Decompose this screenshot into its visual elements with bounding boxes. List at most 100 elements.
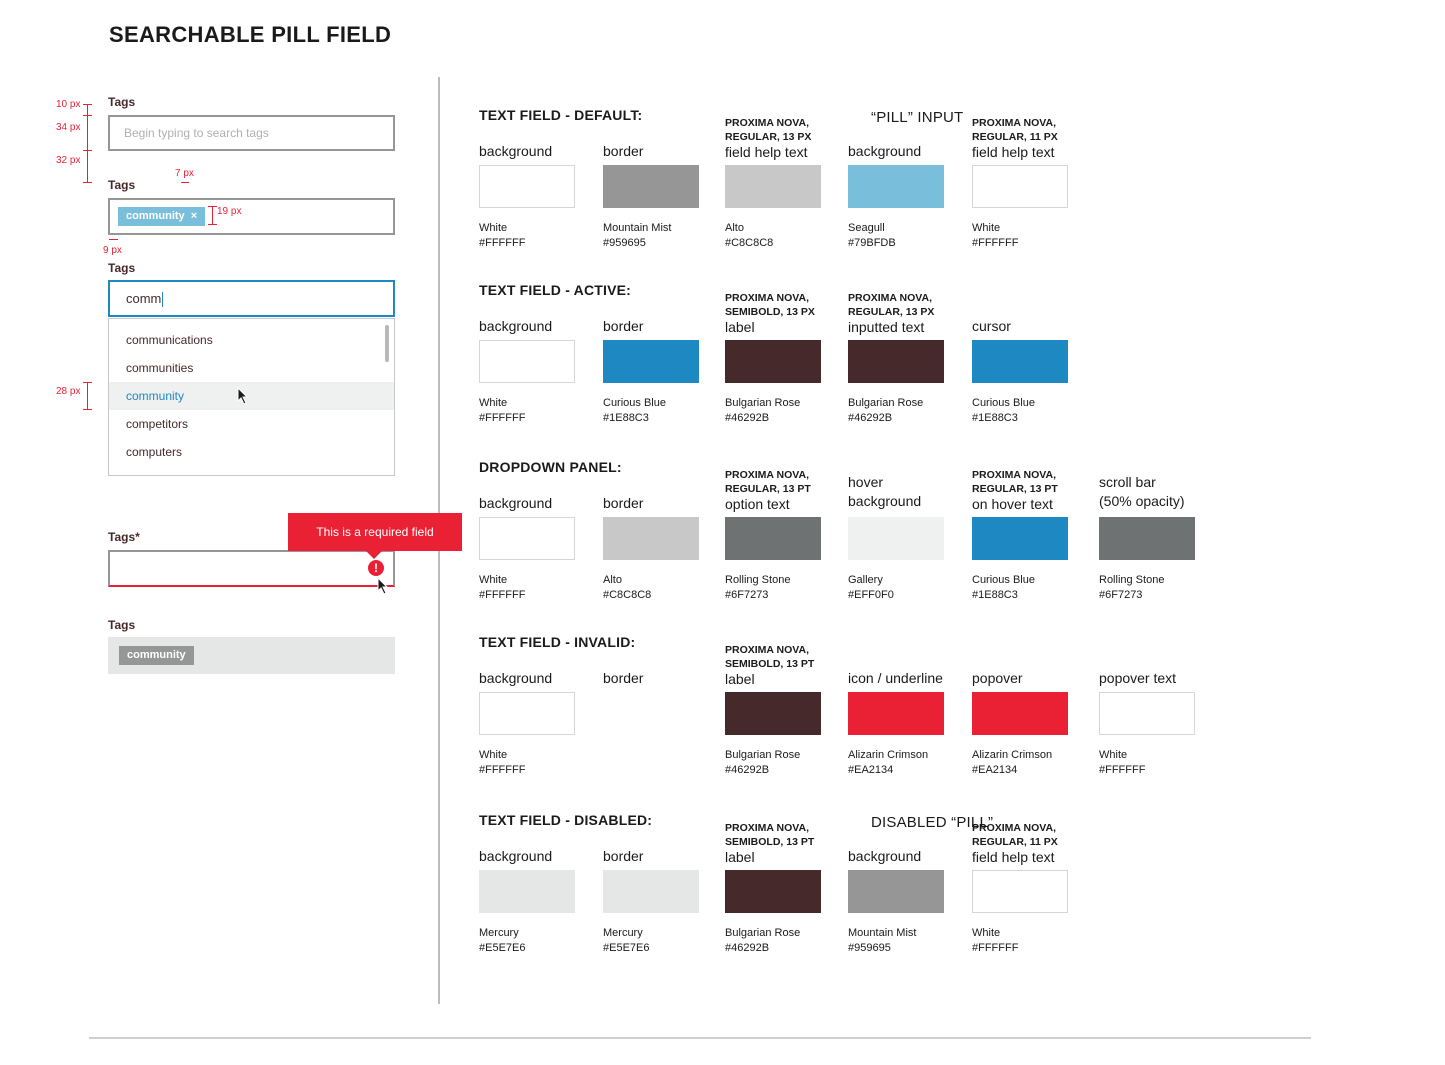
color-swatch bbox=[725, 870, 821, 913]
tags-input-invalid[interactable]: ! bbox=[108, 550, 395, 587]
swatch-caption: border bbox=[603, 670, 644, 686]
measure-28px: 28 px bbox=[56, 386, 81, 397]
color-name: White bbox=[1099, 749, 1128, 761]
color-name: Bulgarian Rose bbox=[725, 749, 801, 761]
measure-tick bbox=[208, 224, 217, 225]
swatch-caption: background bbox=[479, 495, 553, 511]
color-swatch bbox=[1099, 692, 1195, 735]
dropdown-option[interactable]: competitors bbox=[126, 417, 189, 431]
swatch-caption: cursor bbox=[972, 318, 1011, 334]
color-hex: #FFFFFF bbox=[972, 237, 1019, 249]
color-swatch bbox=[479, 517, 575, 560]
color-hex: #FFFFFF bbox=[479, 412, 526, 424]
color-name: Alto bbox=[725, 222, 744, 234]
typed-text: comm bbox=[126, 291, 162, 306]
swatch-caption: popover bbox=[972, 670, 1023, 686]
dropdown-option[interactable]: communications bbox=[126, 333, 213, 347]
font-spec: PROXIMA NOVA, REGULAR, 11 PX bbox=[972, 117, 1058, 143]
dropdown-option[interactable]: computers bbox=[126, 445, 183, 459]
field-label-pill: Tags bbox=[108, 178, 136, 192]
color-swatch bbox=[725, 692, 821, 735]
font-spec: PROXIMA NOVA, REGULAR, 11 PX bbox=[972, 822, 1058, 848]
measure-tick bbox=[208, 206, 217, 207]
swatch-caption: background bbox=[479, 848, 553, 864]
measure-7px: 7 px bbox=[175, 168, 194, 179]
swatch-caption: background bbox=[848, 143, 922, 159]
swatch-caption: label bbox=[725, 319, 755, 335]
color-hex: #46292B bbox=[848, 412, 893, 424]
color-swatch bbox=[603, 165, 699, 208]
color-hex: #6F7273 bbox=[725, 589, 769, 601]
color-swatch bbox=[725, 517, 821, 560]
color-hex: #46292B bbox=[725, 412, 770, 424]
color-name: Curious Blue bbox=[603, 397, 666, 409]
tags-input-default[interactable]: Begin typing to search tags bbox=[108, 115, 395, 151]
swatch-caption: popover text bbox=[1099, 670, 1177, 686]
measure-19px: 19 px bbox=[217, 206, 242, 217]
color-name: Alizarin Crimson bbox=[848, 749, 929, 761]
color-name: White bbox=[972, 222, 1001, 234]
swatch-caption: border bbox=[603, 848, 644, 864]
font-spec: PROXIMA NOVA, SEMIBOLD, 13 PT bbox=[725, 644, 815, 670]
color-hex: #1E88C3 bbox=[603, 412, 649, 424]
color-swatch bbox=[479, 870, 575, 913]
color-swatch bbox=[1099, 517, 1195, 560]
dropdown-option-hovered[interactable]: community bbox=[109, 382, 394, 410]
color-swatch bbox=[972, 870, 1068, 913]
color-swatch bbox=[972, 340, 1068, 383]
swatch-caption: scroll bar (50% opacity) bbox=[1099, 474, 1185, 509]
dropdown-option[interactable]: communities bbox=[126, 361, 194, 375]
page-title: SEARCHABLE PILL FIELD bbox=[109, 22, 392, 47]
color-swatch bbox=[725, 165, 821, 208]
dropdown-scrollbar[interactable] bbox=[385, 325, 389, 362]
tags-input-disabled: community bbox=[108, 637, 395, 674]
color-swatch bbox=[848, 165, 944, 208]
color-swatch bbox=[725, 340, 821, 383]
swatch-caption: option text bbox=[725, 496, 790, 512]
measure-34px: 34 px bbox=[56, 122, 81, 133]
font-spec: PROXIMA NOVA, SEMIBOLD, 13 PT bbox=[725, 822, 815, 848]
mouse-pointer-icon bbox=[237, 387, 249, 405]
field-label-default: Tags bbox=[108, 95, 136, 109]
swatch-caption: background bbox=[479, 670, 553, 686]
swatch-caption: hover background bbox=[848, 474, 922, 509]
swatch-caption: background bbox=[479, 318, 553, 334]
color-swatch bbox=[848, 870, 944, 913]
measure-tick bbox=[83, 382, 92, 383]
color-hex: #FFFFFF bbox=[479, 589, 526, 601]
section-title: TEXT FIELD - ACTIVE: bbox=[479, 282, 632, 298]
measure-tick bbox=[83, 409, 92, 410]
field-label-active: Tags bbox=[108, 261, 136, 275]
tag-pill[interactable]: community × bbox=[118, 207, 206, 226]
color-hex: #6F7273 bbox=[1099, 589, 1143, 601]
measure-line bbox=[109, 239, 118, 240]
color-name: Alizarin Crimson bbox=[972, 749, 1053, 761]
close-icon[interactable]: × bbox=[190, 210, 198, 222]
color-hex: #46292B bbox=[725, 942, 770, 954]
measure-line bbox=[181, 182, 189, 183]
color-hex: #959695 bbox=[603, 237, 646, 249]
color-name: Seagull bbox=[848, 222, 885, 234]
swatch-caption: field help text bbox=[972, 849, 1055, 865]
color-hex: #EFF0F0 bbox=[848, 589, 894, 601]
section-title: TEXT FIELD - DEFAULT: bbox=[479, 107, 643, 123]
swatch-caption: field help text bbox=[725, 144, 808, 160]
field-label-required: Tags* bbox=[108, 530, 140, 544]
color-hex: #46292B bbox=[725, 764, 770, 776]
color-name: Alto bbox=[603, 574, 622, 586]
color-swatch bbox=[603, 340, 699, 383]
color-hex: #1E88C3 bbox=[972, 589, 1018, 601]
font-spec: PROXIMA NOVA, REGULAR, 13 PX bbox=[725, 117, 812, 143]
color-swatch bbox=[603, 870, 699, 913]
measure-tick bbox=[83, 182, 92, 183]
mouse-pointer-icon bbox=[377, 577, 389, 595]
color-swatch bbox=[603, 517, 699, 560]
color-name: Bulgarian Rose bbox=[725, 397, 801, 409]
section-title: TEXT FIELD - DISABLED: bbox=[479, 812, 653, 828]
measure-10px: 10 px bbox=[56, 99, 81, 110]
tags-input-with-pill[interactable]: community × bbox=[108, 198, 395, 235]
color-hex: #C8C8C8 bbox=[603, 589, 652, 601]
typed-text-wrap: comm bbox=[126, 291, 164, 308]
color-name: Mercury bbox=[603, 927, 643, 939]
tags-input-active[interactable]: comm bbox=[108, 280, 395, 317]
